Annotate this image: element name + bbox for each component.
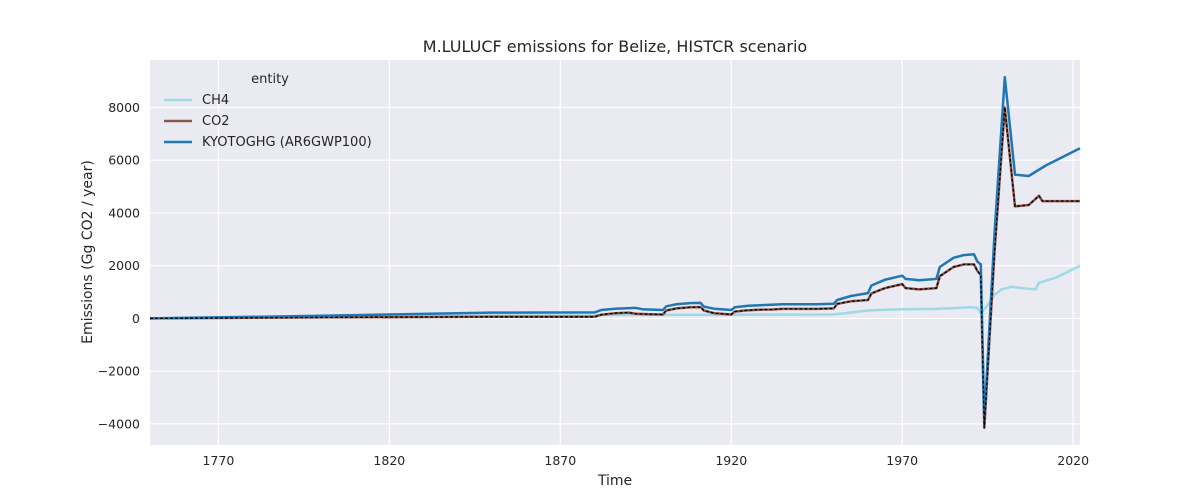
tick-labels: 1770 1820 1870 1920 1970 2020 −4000 −2000 0 2000 4… bbox=[98, 100, 1089, 468]
y-tick-label: 2000 bbox=[108, 258, 140, 273]
x-tick-label: 2020 bbox=[1057, 453, 1089, 468]
x-tick-label: 1970 bbox=[886, 453, 918, 468]
legend-title: entity bbox=[251, 72, 289, 87]
y-tick-label: 8000 bbox=[108, 100, 140, 115]
x-tick-label: 1920 bbox=[715, 453, 747, 468]
series-layer bbox=[149, 75, 1081, 430]
x-tick-label: 1870 bbox=[544, 453, 576, 468]
y-tick-label: −4000 bbox=[98, 416, 140, 431]
series-line-dashed-overlay bbox=[149, 107, 1080, 428]
legend-label-co2: CO2 bbox=[202, 114, 230, 129]
plot-area bbox=[150, 60, 1080, 445]
legend-label-kyotoghg: KYOTOGHG (AR6GWP100) bbox=[202, 135, 372, 150]
y-axis-label: Emissions (Gg CO2 / year) bbox=[80, 160, 96, 344]
legend-label-ch4: CH4 bbox=[202, 93, 229, 108]
series-line-kyotoghg-ar6gwp100 bbox=[149, 75, 1081, 423]
y-tick-label: 6000 bbox=[108, 153, 140, 168]
y-tick-label: −2000 bbox=[98, 364, 140, 379]
x-tick-label: 1820 bbox=[373, 453, 405, 468]
chart-title: M.LULUCF emissions for Belize, HISTCR sc… bbox=[423, 37, 807, 56]
x-axis-label: Time bbox=[597, 473, 632, 489]
x-tick-label: 1770 bbox=[202, 453, 234, 468]
y-tick-label: 4000 bbox=[108, 205, 140, 220]
y-tick-label: 0 bbox=[132, 311, 140, 326]
legend: entity CH4 CO2 KYOTOGHG (AR6GWP100) bbox=[164, 72, 372, 150]
